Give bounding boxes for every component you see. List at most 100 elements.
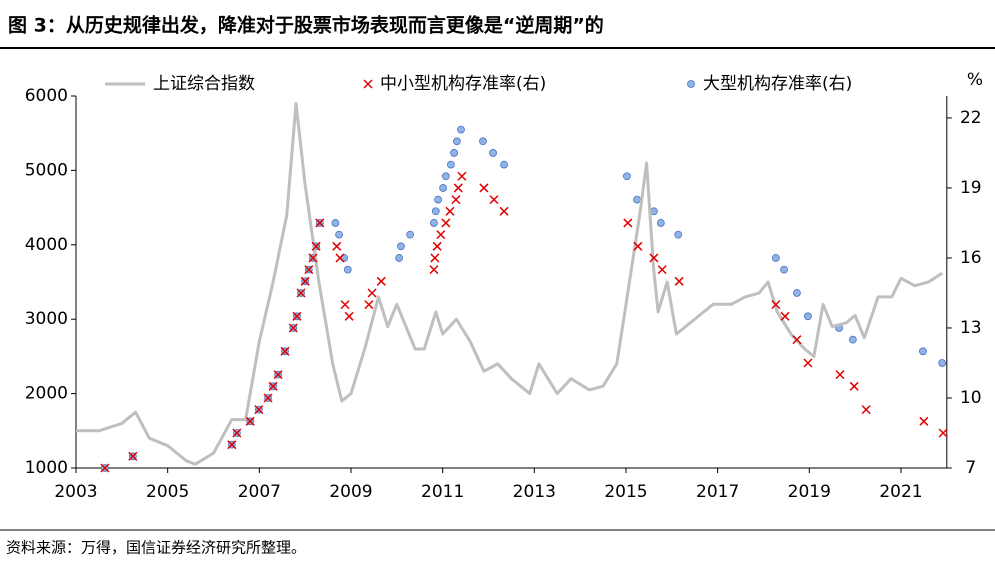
- dot-marker: [441, 172, 450, 181]
- cross-marker: [308, 253, 318, 263]
- x-tick-label: 2013: [513, 482, 556, 502]
- cross-marker: [263, 393, 273, 403]
- dot-marker: [622, 172, 631, 181]
- y2-tick-label: 16: [960, 248, 982, 268]
- dot-marker: [938, 359, 947, 367]
- cross-marker: [288, 323, 298, 333]
- cross-marker: [311, 241, 321, 251]
- dot-marker: [450, 149, 459, 157]
- dot-marker: [771, 254, 780, 262]
- cross-marker: [436, 230, 446, 240]
- y-tick-label: 1000: [25, 458, 68, 478]
- cross-marker: [780, 311, 790, 321]
- y-tick-label: 4000: [25, 235, 68, 255]
- cross-marker: [835, 370, 845, 380]
- cross-marker: [227, 440, 237, 450]
- cross-marker: [254, 405, 264, 415]
- y-tick-label: 2000: [25, 384, 68, 404]
- cross-marker: [441, 218, 451, 228]
- cross-marker: [280, 346, 290, 356]
- cross-marker: [657, 265, 667, 275]
- cross-marker: [623, 218, 633, 228]
- dot-marker: [650, 207, 658, 216]
- x-tick-label: 2003: [54, 482, 97, 502]
- cross-marker: [128, 451, 138, 461]
- cross-marker: [649, 253, 659, 263]
- cross-marker: [367, 288, 377, 298]
- x-tick-label: 2019: [788, 482, 831, 502]
- cross-marker: [364, 300, 374, 310]
- dot-marker: [439, 184, 448, 192]
- cross-marker: [499, 206, 509, 216]
- dot-marker: [848, 335, 857, 344]
- cross-marker: [292, 311, 302, 321]
- y2-tick-label: 19: [960, 178, 982, 198]
- legend-label: 大型机构存准率(右): [703, 74, 852, 94]
- x-tick-label: 2011: [421, 482, 464, 502]
- dot-marker: [780, 265, 788, 274]
- cross-marker: [849, 381, 859, 391]
- cross-marker: [674, 276, 684, 286]
- cross-marker: [771, 300, 781, 310]
- cross-marker: [445, 206, 455, 216]
- x-tick-label: 2021: [879, 482, 922, 502]
- cross-marker: [489, 195, 499, 205]
- dot-marker: [793, 289, 801, 297]
- x-tick-label: 2015: [604, 482, 647, 502]
- dot-marker: [489, 149, 497, 157]
- cross-marker: [315, 218, 325, 228]
- x-tick-label: 2005: [146, 482, 189, 502]
- cross-marker: [304, 265, 314, 275]
- x-tick-label: 2007: [238, 482, 281, 502]
- y2-tick-label: 7: [965, 458, 976, 478]
- cross-marker: [861, 405, 871, 415]
- cross-marker: [332, 241, 342, 251]
- cross-marker: [803, 358, 813, 368]
- legend-label: 中小型机构存准率(右): [380, 74, 546, 94]
- dot-marker: [430, 219, 438, 227]
- dot-marker: [500, 160, 508, 169]
- dot-marker: [479, 137, 487, 146]
- dot-marker: [434, 195, 442, 204]
- cross-marker: [376, 276, 386, 286]
- dot-marker: [919, 347, 927, 356]
- cross-marker: [268, 381, 278, 391]
- cross-marker: [457, 171, 467, 181]
- dot-marker: [406, 230, 415, 239]
- x-tick-label: 2009: [329, 482, 372, 502]
- cross-marker: [432, 241, 442, 251]
- cross-marker: [792, 335, 802, 345]
- index-line: [76, 101, 944, 466]
- cross-marker: [300, 276, 310, 286]
- dot-marker: [397, 242, 405, 251]
- legend-label: 上证综合指数: [153, 74, 255, 94]
- source-note: 资料来源：万得，国信证券经济研究所整理。: [6, 539, 306, 557]
- dot-marker: [656, 219, 665, 227]
- y2-tick-label: 22: [960, 108, 982, 128]
- dot-marker: [447, 160, 455, 169]
- cross-marker: [296, 288, 306, 298]
- cross-marker: [919, 416, 929, 426]
- dot-marker: [331, 219, 340, 227]
- y2-tick-label: 10: [960, 388, 982, 408]
- cross-marker: [340, 300, 350, 310]
- chart-title: 图 3：从历史规律出发，降准对于股票市场表现而言更像是“逆周期”的: [8, 14, 604, 37]
- legend-swatch: [363, 79, 373, 89]
- cross-marker: [633, 241, 643, 251]
- y2-axis-label: %: [967, 70, 983, 90]
- legend-swatch: [687, 80, 695, 88]
- cross-marker: [938, 428, 948, 438]
- dot-marker: [804, 312, 812, 321]
- dot-marker: [452, 137, 461, 146]
- cross-marker: [429, 265, 439, 275]
- cross-marker: [335, 253, 345, 263]
- dot-marker: [335, 230, 343, 239]
- y-tick-label: 5000: [25, 160, 68, 180]
- dot-marker: [395, 254, 404, 262]
- dot-marker: [343, 265, 352, 274]
- cross-marker: [453, 183, 463, 193]
- cross-marker: [430, 253, 440, 263]
- cross-marker: [273, 370, 283, 380]
- y-tick-label: 6000: [25, 86, 68, 106]
